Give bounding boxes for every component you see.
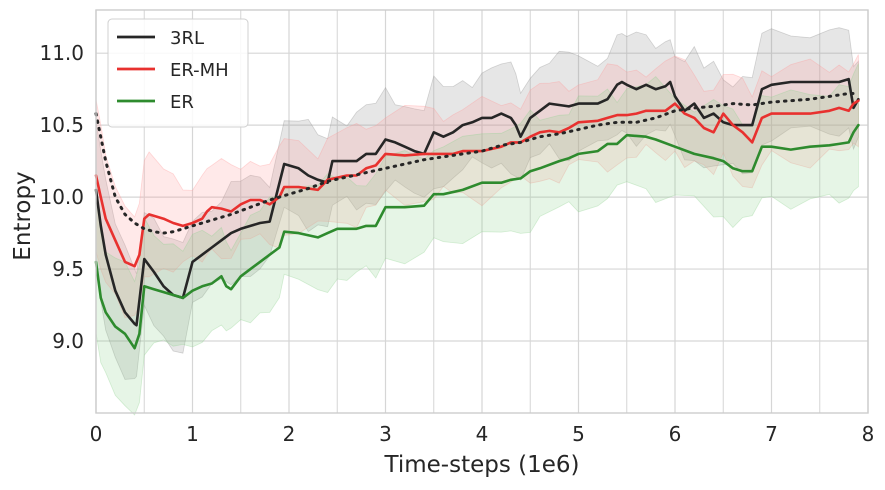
x-tick-label: 3 bbox=[379, 422, 392, 446]
x-tick-label: 2 bbox=[283, 422, 296, 446]
legend: 3RL ER-MH ER bbox=[107, 18, 249, 128]
x-axis-ticks: 0 1 2 3 4 5 6 7 8 bbox=[90, 422, 875, 446]
legend-label-3rl: 3RL bbox=[170, 28, 204, 49]
x-tick-label: 6 bbox=[669, 422, 682, 446]
y-tick-label: 9.0 bbox=[52, 329, 84, 353]
band-3rl bbox=[95, 27, 859, 380]
y-tick-label: 10.5 bbox=[39, 113, 84, 137]
x-tick-label: 4 bbox=[476, 422, 489, 446]
x-tick-label: 1 bbox=[186, 422, 199, 446]
series-line-3rl bbox=[94, 77, 860, 327]
series-line-er bbox=[94, 123, 860, 350]
series-lines bbox=[94, 77, 860, 350]
x-tick-label: 8 bbox=[862, 422, 875, 446]
y-tick-label: 9.5 bbox=[52, 257, 84, 281]
y-tick-label: 11.0 bbox=[39, 41, 84, 65]
band-er-mh bbox=[95, 54, 859, 319]
plot-frame bbox=[95, 9, 869, 414]
y-tick-label: 10.0 bbox=[39, 185, 84, 209]
series-line-er-mh bbox=[94, 99, 860, 268]
series-line-trend-dotted bbox=[94, 92, 860, 235]
x-axis-label: Time-steps (1e6) bbox=[384, 452, 580, 478]
y-axis-ticks: 9.0 9.5 10.0 10.5 11.0 bbox=[39, 41, 84, 353]
x-tick-label: 7 bbox=[765, 422, 778, 446]
y-axis-label: Entropy bbox=[10, 171, 36, 260]
x-tick-label: 0 bbox=[90, 422, 103, 446]
x-tick-label: 5 bbox=[572, 422, 585, 446]
legend-label-er: ER bbox=[170, 92, 194, 113]
legend-label-er-mh: ER-MH bbox=[170, 60, 229, 81]
